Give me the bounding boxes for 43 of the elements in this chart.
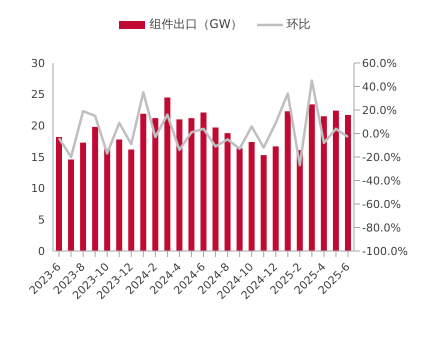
y2-tick-label: 20.0% [362, 104, 397, 117]
bar [284, 111, 291, 251]
bar [308, 104, 315, 251]
bar [116, 139, 122, 251]
bar [200, 112, 206, 251]
bar [56, 136, 62, 251]
bar [248, 142, 255, 251]
y2-tick-label: -80.0% [362, 221, 401, 234]
y2-tick-label: -60.0% [362, 198, 401, 211]
bar [80, 142, 86, 251]
legend-label: 环比 [286, 16, 311, 33]
bar [176, 119, 182, 251]
bar [164, 97, 170, 251]
bar [236, 148, 243, 251]
y-tick-label: 5 [38, 214, 45, 227]
bar [188, 118, 194, 251]
y2-tick-label: 60.0% [362, 56, 397, 70]
y2-tick-label: 0.0% [362, 127, 390, 140]
bar [128, 149, 134, 251]
legend-label: 组件出口（GW） [148, 16, 243, 33]
bar [140, 114, 146, 251]
y2-tick-label: 40.0% [362, 80, 397, 94]
line-series [58, 79, 350, 166]
bar [344, 115, 351, 251]
y-tick-label: 30 [31, 56, 45, 70]
bar [260, 155, 267, 251]
y2-tick-label: -20.0% [362, 150, 401, 164]
y-tick-label: 15 [31, 150, 45, 164]
bar [104, 148, 110, 251]
y-tick-label: 25 [31, 88, 45, 102]
bar [224, 133, 231, 251]
y-tick-label: 0 [38, 244, 45, 258]
bar [92, 126, 98, 251]
y2-tick-label: -40.0% [362, 174, 401, 188]
bar [212, 128, 219, 251]
bar [68, 160, 74, 251]
bar [152, 118, 158, 251]
bar [320, 116, 327, 251]
y-tick-label: 10 [31, 182, 45, 196]
y-tick-label: 20 [31, 120, 45, 133]
bar [272, 146, 279, 251]
bar [332, 110, 339, 251]
y2-tick-label: -100.0% [362, 244, 408, 258]
